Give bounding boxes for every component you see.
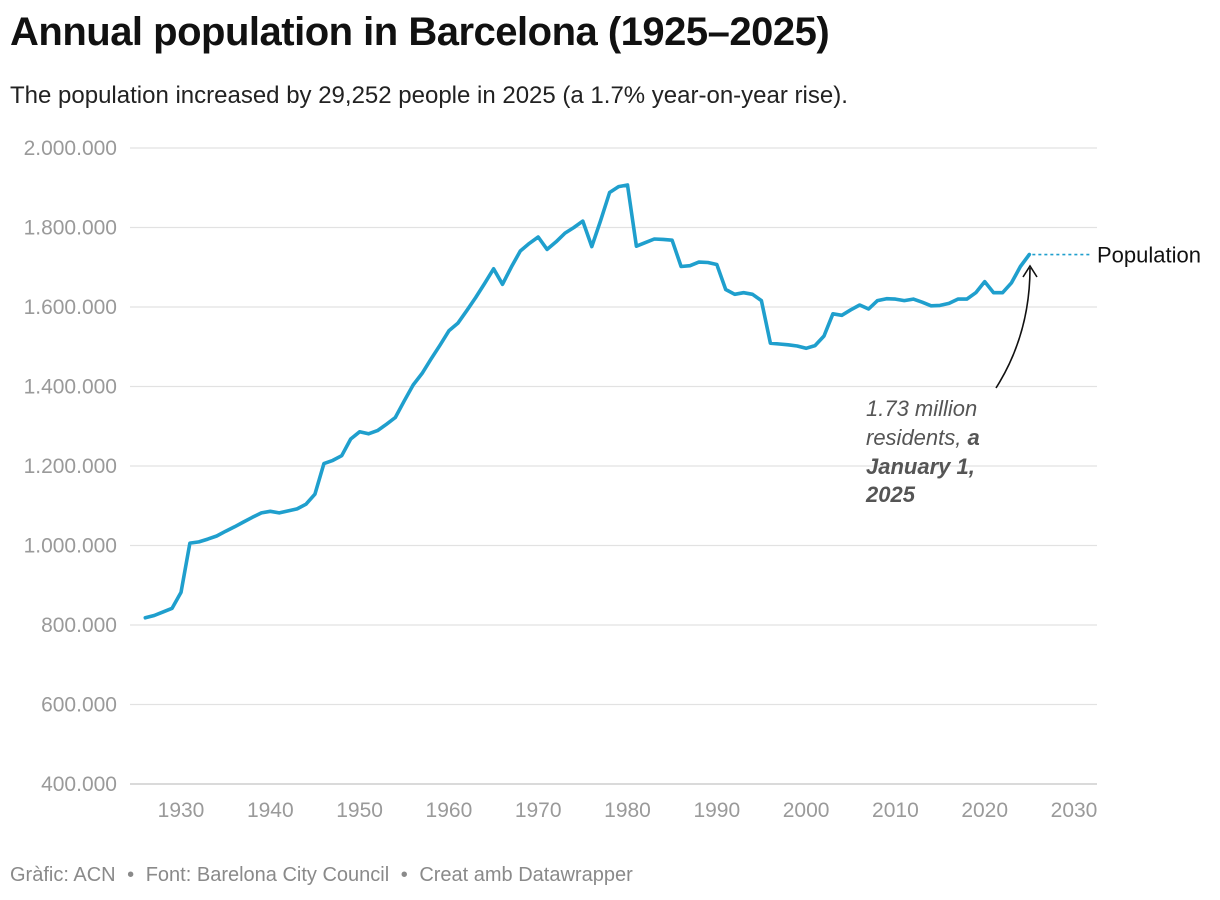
x-tick-label: 2030	[1051, 799, 1098, 822]
y-tick-label: 1.800.000	[24, 217, 117, 240]
series-label: Population	[1097, 243, 1201, 268]
x-tick-label: 1950	[336, 799, 383, 822]
annotation-line-2-bold: a	[968, 425, 980, 450]
x-tick-label: 2010	[872, 799, 919, 822]
chart-footer: Gràfic: ACN • Font: Barelona City Counci…	[10, 864, 633, 887]
x-tick-label: 1990	[693, 799, 740, 822]
x-tick-label: 2020	[961, 799, 1008, 822]
y-tick-label: 600.000	[41, 694, 117, 717]
y-axis-ticks: 400.000 600.000 800.000 1.000.000 1.200.000 1…	[24, 137, 117, 796]
y-tick-label: 1.400.000	[24, 376, 117, 399]
annotation-line-1: 1.73 million	[866, 396, 977, 421]
x-tick-label: 1970	[515, 799, 562, 822]
annotation-line-3: January 1,	[866, 454, 975, 479]
x-tick-label: 1930	[158, 799, 205, 822]
annotation-arrow	[995, 267, 1031, 389]
y-tick-label: 400.000	[41, 773, 117, 796]
line-chart: 400.000 600.000 800.000 1.000.000 1.200.000 1…	[24, 137, 1201, 822]
chart-subtitle: The population increased by 29,252 peopl…	[10, 82, 848, 109]
footer-separator: •	[400, 864, 408, 886]
chart-title: Annual population in Barcelona (1925–202…	[10, 10, 830, 54]
footer-source: Font: Barelona City Council	[145, 864, 390, 886]
x-tick-label: 2000	[783, 799, 830, 822]
footer-separator: •	[127, 864, 135, 886]
series-lines: Population	[143, 183, 1201, 620]
annotation-arrowhead	[1022, 264, 1038, 278]
y-tick-label: 1.000.000	[24, 535, 117, 558]
x-tick-label: 1960	[426, 799, 473, 822]
x-tick-label: 1980	[604, 799, 651, 822]
y-tick-label: 800.000	[41, 614, 117, 637]
y-tick-label: 1.600.000	[24, 296, 117, 319]
y-tick-label: 1.200.000	[24, 455, 117, 478]
annotation-line-4: 2025	[865, 482, 916, 507]
x-axis-ticks: 1930 1940 1950 1960 1970 1980 1990 2000 2010 2020…	[158, 799, 1098, 822]
x-tick-label: 1940	[247, 799, 294, 822]
series-line-population	[143, 183, 1032, 620]
footer-credit: Gràfic: ACN	[10, 864, 116, 886]
y-tick-label: 2.000.000	[24, 137, 117, 160]
annotation-line-2-normal: residents,	[866, 425, 968, 450]
annotation-line-2: residents, a	[866, 425, 980, 450]
annotation-group: 1.73 million residents, a January 1, 202…	[865, 264, 1038, 507]
footer-tool: Creat amb Datawrapper	[419, 864, 633, 886]
